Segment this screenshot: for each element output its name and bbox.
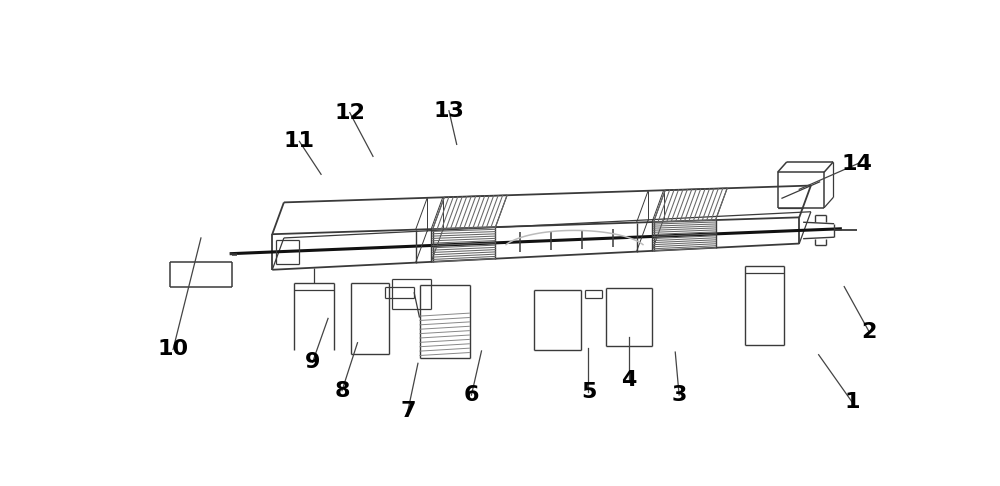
Text: 7: 7 [400, 401, 416, 421]
Text: 10: 10 [157, 339, 189, 360]
Text: 6: 6 [464, 385, 479, 405]
Text: 3: 3 [671, 385, 687, 405]
Text: 11: 11 [284, 131, 315, 152]
Text: 1: 1 [844, 392, 860, 412]
Text: 14: 14 [842, 154, 873, 174]
Text: 9: 9 [305, 352, 320, 372]
Text: 5: 5 [581, 382, 596, 402]
Text: 12: 12 [334, 103, 365, 122]
Text: 2: 2 [861, 322, 877, 342]
Text: 8: 8 [334, 381, 350, 400]
Text: 4: 4 [621, 370, 636, 390]
Text: 13: 13 [434, 101, 464, 121]
